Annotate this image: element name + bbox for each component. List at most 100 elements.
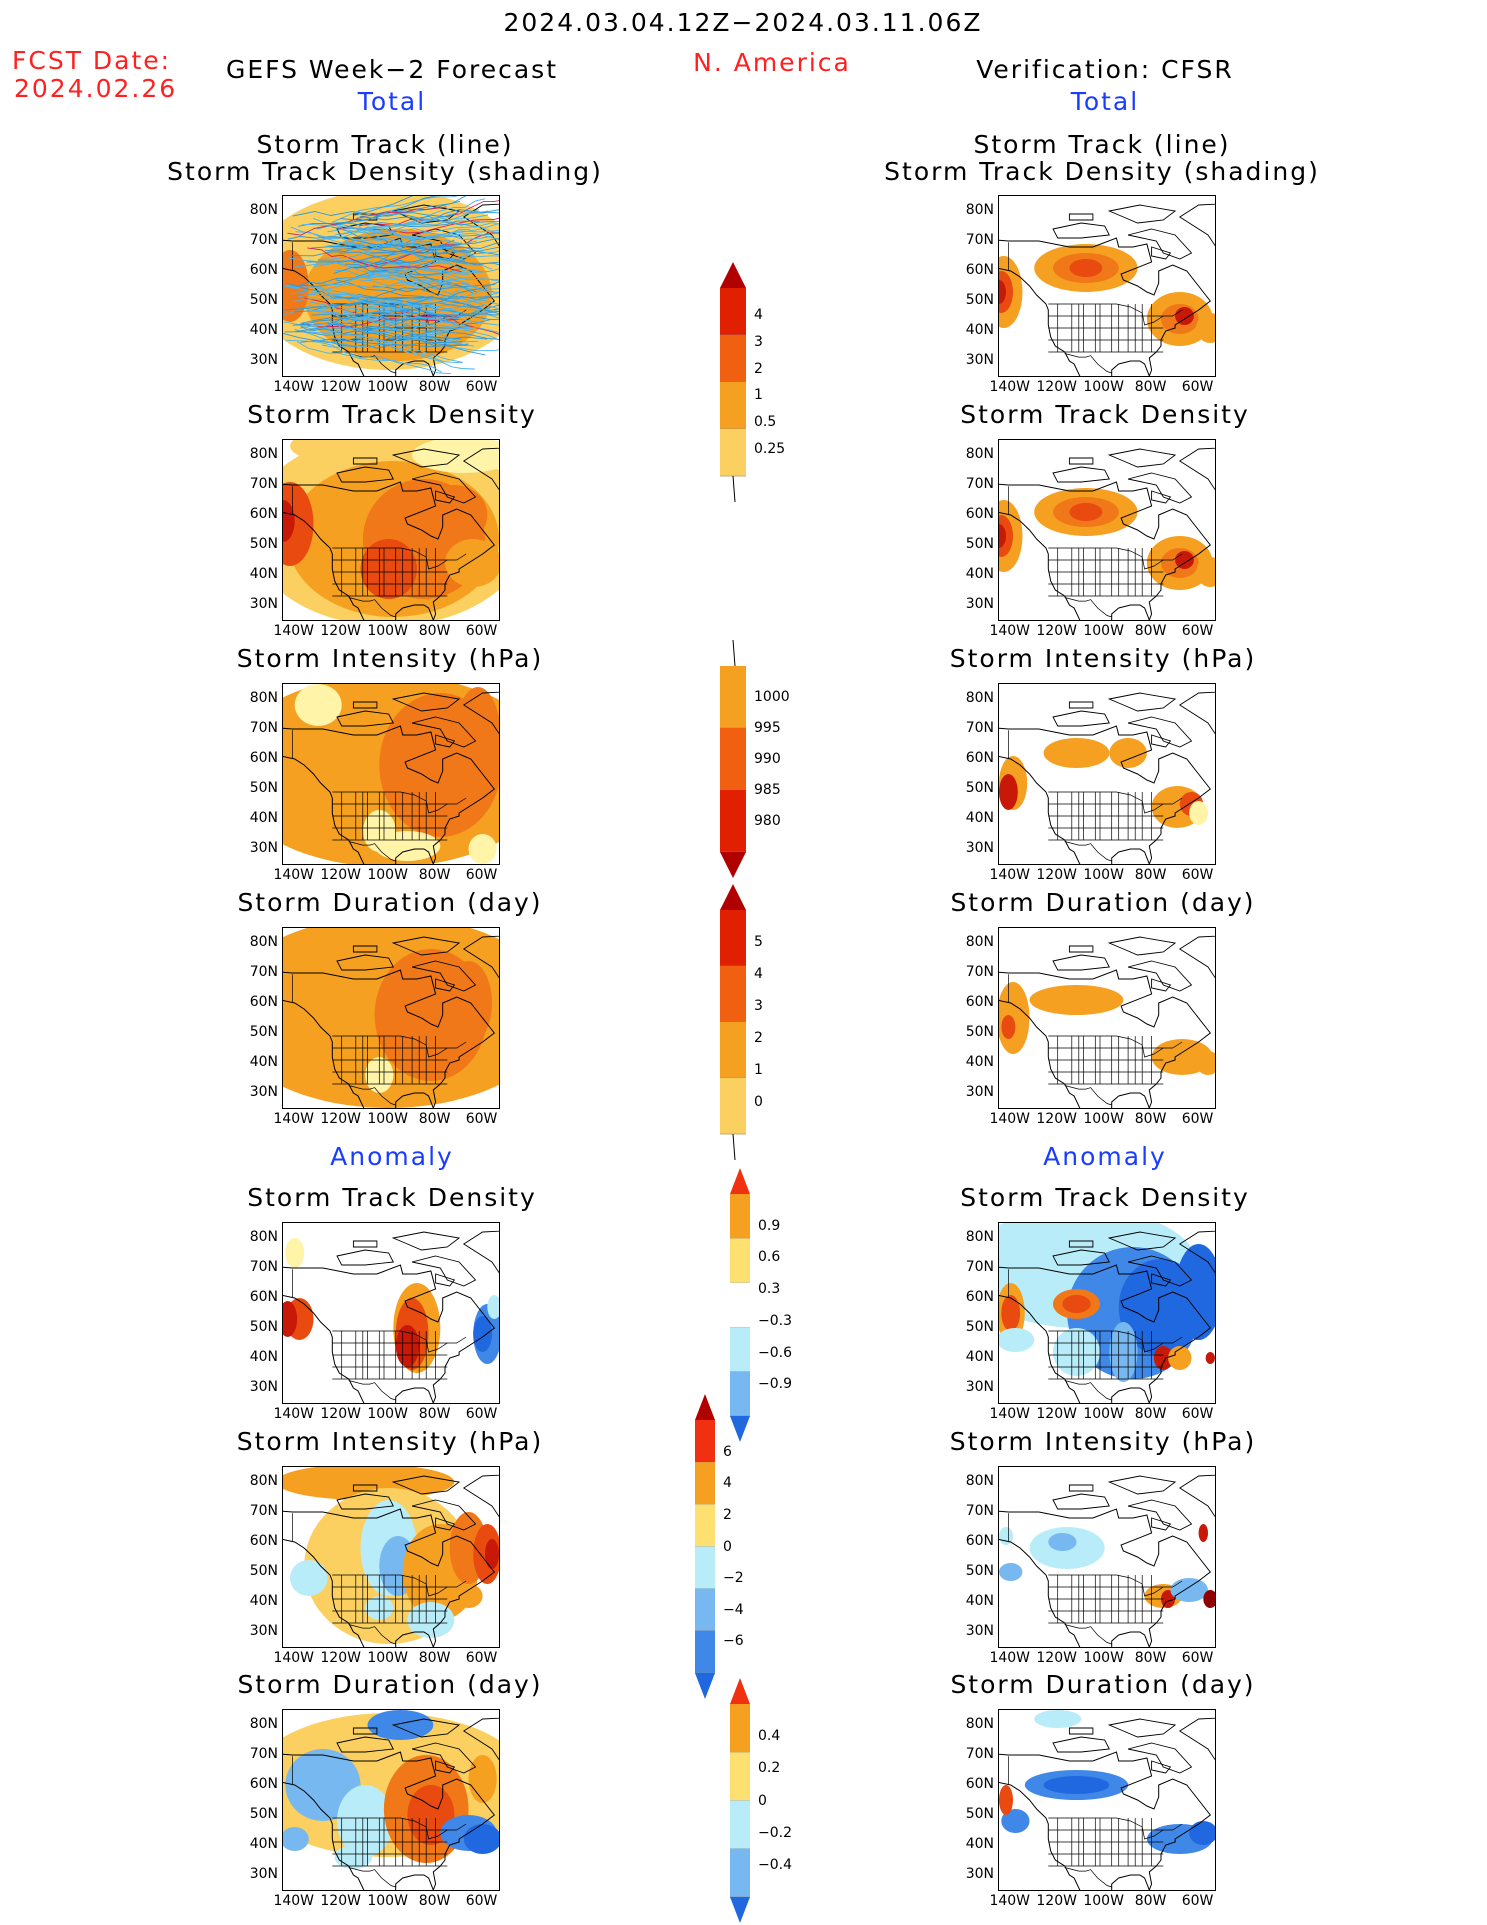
island-outline	[1107, 1718, 1177, 1738]
storm-track-line	[294, 282, 452, 313]
fcst-date-label: FCST Date:	[12, 46, 172, 75]
map-canvas	[283, 1230, 499, 1403]
storm-track-line	[330, 302, 499, 321]
lon-tick-label: 100W	[1083, 867, 1124, 883]
map-intensity-anom-forecast	[282, 1466, 500, 1648]
map-canvas	[999, 203, 1215, 376]
shading-area	[1198, 1524, 1208, 1542]
lat-tick-label: 30N	[249, 840, 278, 856]
lat-tick-label: 50N	[249, 780, 278, 796]
lat-tick-label: 60N	[249, 1289, 278, 1305]
shading-area	[999, 982, 1030, 1054]
lat-tick-label: 40N	[965, 322, 994, 338]
storm-track-line	[300, 338, 468, 348]
island-outline	[1127, 1499, 1193, 1531]
date-range-title: 2024.03.04.12Z−2024.03.11.06Z	[503, 8, 983, 37]
colorbar-tick-label: −2	[723, 1570, 744, 1587]
panel-title-intensity-total-right: Storm Intensity (hPa)	[949, 644, 1257, 673]
lat-tick-label: 40N	[965, 1054, 994, 1070]
lon-tick-label: 80W	[418, 623, 451, 639]
lat-tick-label: 60N	[249, 750, 278, 766]
colorbar-segment	[720, 966, 746, 1023]
storm-track-line	[316, 220, 480, 230]
lon-tick-label: 80W	[1134, 867, 1167, 883]
lat-tick-label: 70N	[965, 476, 994, 492]
lon-tick-label: 120W	[1036, 867, 1077, 883]
colorbar-segment	[730, 1282, 750, 1328]
border-line	[332, 1035, 467, 1058]
colorbar-tick-label: −0.6	[758, 1344, 792, 1361]
border-line	[1048, 1035, 1183, 1058]
lat-tick-label: 80N	[965, 690, 994, 706]
map-canvas	[283, 440, 499, 620]
lon-tick-label: 60W	[465, 1406, 498, 1422]
lat-tick-label: 70N	[249, 720, 278, 736]
colorbar-segment	[730, 1800, 750, 1850]
storm-track-line	[290, 239, 455, 257]
map-intensity-verification	[998, 683, 1216, 865]
island-outline	[1107, 692, 1177, 712]
lat-tick-label: 70N	[965, 720, 994, 736]
lat-tick-label: 30N	[965, 1379, 994, 1395]
lon-tick-label: 60W	[1181, 379, 1214, 395]
island-outline	[1068, 1727, 1094, 1735]
island-outline	[1178, 447, 1215, 491]
island-outline	[336, 1249, 394, 1266]
lat-tick-label: 30N	[965, 1623, 994, 1639]
border-line	[1064, 353, 1112, 374]
coastline	[999, 1264, 1212, 1403]
colorbar-tick-label: 0	[754, 1094, 763, 1110]
map-density-anom-verification	[998, 1222, 1216, 1404]
map-track-forecast	[282, 195, 500, 377]
colorbar-tick-label: 2	[754, 1030, 763, 1046]
lon-tick-label: 140W	[989, 867, 1031, 883]
border-line	[1064, 841, 1112, 862]
lat-tick-label: 70N	[965, 232, 994, 248]
lat-tick-label: 70N	[249, 476, 278, 492]
colorbar-top-triangle	[730, 1678, 750, 1704]
island-outline	[1151, 978, 1172, 992]
island-outline	[352, 457, 378, 465]
coastline	[999, 1751, 1212, 1890]
shading-area	[1043, 738, 1110, 768]
panel-title-density-anom-right: Storm Track Density	[960, 1183, 1250, 1212]
shading-area	[487, 1295, 499, 1319]
colorbar-segment	[695, 1546, 715, 1590]
storm-track-line	[334, 269, 495, 293]
island-outline	[1052, 954, 1110, 971]
island-outline	[1127, 472, 1193, 504]
shading-area	[473, 1316, 492, 1352]
map-duration-verification	[998, 927, 1216, 1109]
island-outline	[1127, 1742, 1193, 1774]
lat-tick-label: 30N	[965, 596, 994, 612]
storm-track-line	[317, 228, 471, 260]
lat-tick-label: 50N	[965, 1563, 994, 1579]
coastline	[999, 725, 1212, 864]
colorbar-bottom-triangle	[720, 852, 746, 878]
border-line	[1064, 1867, 1112, 1888]
lat-tick-label: 50N	[965, 1319, 994, 1335]
lon-tick-label: 60W	[465, 379, 498, 395]
panel-title-track-density-shading-left: Storm Track Density (shading)	[167, 157, 603, 186]
colorbar-top-triangle	[720, 884, 746, 910]
panel-title-duration-total-right: Storm Duration (day)	[950, 888, 1256, 917]
lon-tick-label: 80W	[1134, 1893, 1167, 1909]
lon-tick-label: 100W	[1083, 1893, 1124, 1909]
storm-track-line	[339, 210, 499, 222]
island-outline	[352, 945, 378, 953]
storm-track-line	[325, 210, 489, 247]
shading-area	[1029, 985, 1124, 1015]
lat-tick-label: 40N	[249, 322, 278, 338]
storm-track-line	[287, 206, 447, 236]
storm-track-line	[317, 279, 469, 288]
storm-track-line	[296, 267, 466, 288]
island-outline	[391, 692, 461, 712]
shading-area	[1175, 551, 1194, 569]
lat-tick-label: 40N	[249, 566, 278, 582]
lat-tick-label: 50N	[965, 292, 994, 308]
lon-tick-label: 120W	[320, 379, 361, 395]
lat-tick-label: 40N	[965, 1593, 994, 1609]
storm-track-line	[283, 321, 463, 363]
island-outline	[1178, 1474, 1215, 1518]
storm-track-line	[353, 196, 414, 217]
